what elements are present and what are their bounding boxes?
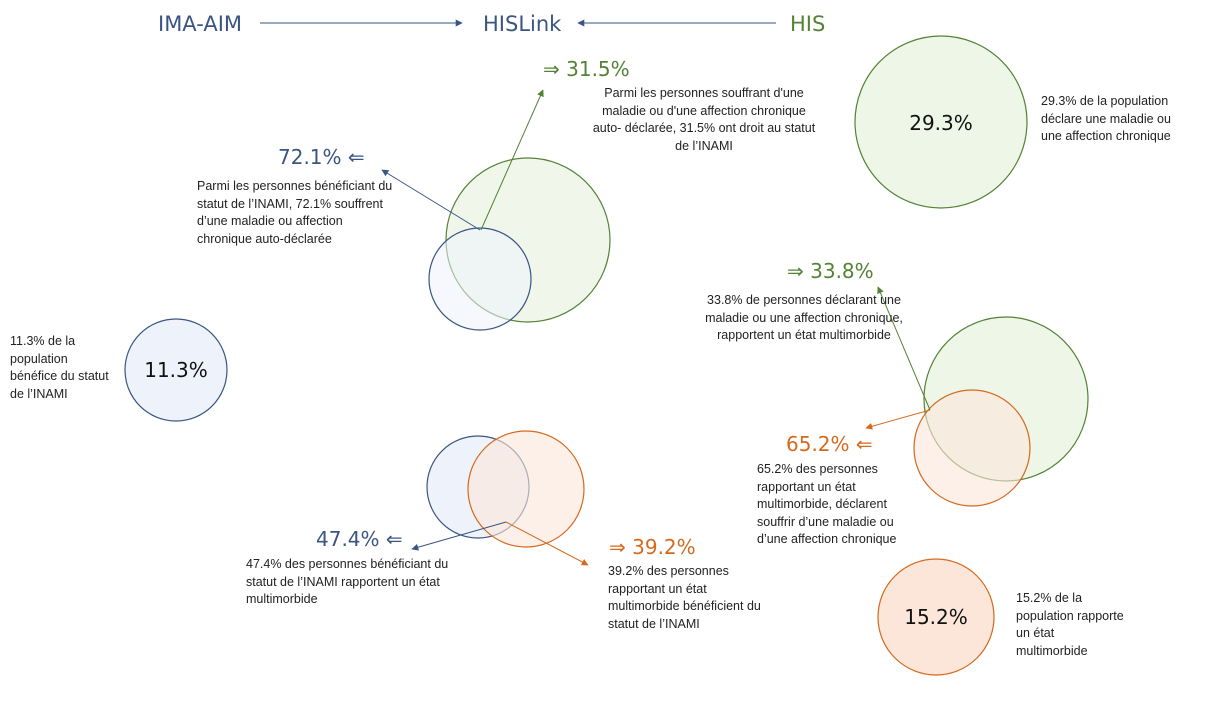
venn2-bottom-value: 65.2%: [786, 432, 850, 456]
venn1-left-percent: 72.1% ⇐: [278, 145, 365, 169]
right-double-arrow-icon: ⇒: [609, 535, 626, 559]
venn2-top-value: 33.8%: [810, 259, 874, 283]
circle-inami: [124, 318, 228, 422]
venn2-bottom-desc: 65.2% des personnes rapportant un état m…: [757, 462, 897, 546]
left-double-arrow-icon: ⇐: [347, 145, 365, 169]
venn3-right-percent: ⇒ 39.2%: [609, 535, 696, 559]
venn2-arrow-bottom: [865, 409, 931, 430]
venn2-bottom-percent: 65.2% ⇐: [786, 432, 873, 456]
venn2-top-percent: ⇒ 33.8%: [787, 259, 874, 283]
venn3-multimorbid-circle: [467, 430, 585, 548]
venn1-right-percent: ⇒ 31.5%: [543, 57, 630, 81]
circle-multimorbid: [877, 558, 995, 676]
venn1-arrow-left: [381, 169, 481, 231]
venn3-left-desc: 47.4% des personnes bénéficiant du statu…: [246, 557, 449, 606]
venn1-left-desc: Parmi les personnes bénéficiant du statu…: [197, 179, 393, 246]
venn1-arrow-right: [480, 89, 544, 231]
inami-circle-value: 11.3%: [144, 358, 208, 382]
venn3-right-value: 39.2%: [632, 535, 696, 559]
venn2-multimorbid-circle: [913, 389, 1031, 507]
venn3-left-percent: 47.4% ⇐: [316, 527, 403, 551]
circle-chronic: [854, 35, 1028, 209]
venn3-arrow-left: [411, 521, 507, 551]
venn2-arrow-top: [877, 286, 931, 411]
multimorbid-desc: 15.2% de la population rapporte un état …: [1016, 591, 1124, 658]
venn1-right-desc: Parmi les personnes souffrant d'une mala…: [592, 86, 816, 153]
venn3-arrow-right: [505, 521, 589, 566]
venn3-left-value: 47.4%: [316, 527, 380, 551]
right-double-arrow-icon: ⇒: [543, 57, 560, 81]
left-double-arrow-icon: ⇐: [855, 432, 873, 456]
inami-desc: 11.3% de la population bénéfice du statu…: [10, 334, 109, 401]
header-hislink: HISLink: [483, 12, 562, 36]
header-his: HIS: [790, 12, 826, 36]
chronic-circle-value: 29.3%: [909, 111, 973, 135]
multimorbid-circle-value: 15.2%: [904, 605, 968, 629]
chronic-desc: 29.3% de la population déclare une malad…: [1041, 94, 1171, 143]
right-double-arrow-icon: ⇒: [787, 259, 804, 283]
venn1-right-value: 31.5%: [566, 57, 630, 81]
venn1-inami-circle: [428, 227, 532, 331]
left-double-arrow-icon: ⇐: [385, 527, 403, 551]
venn1-left-value: 72.1%: [278, 145, 342, 169]
venn3-right-desc: 39.2% des personnes rapportant un état m…: [608, 564, 761, 631]
venn2-top-desc: 33.8% de personnes déclarant une maladie…: [705, 293, 903, 342]
header-ima-aim: IMA-AIM: [158, 12, 243, 36]
